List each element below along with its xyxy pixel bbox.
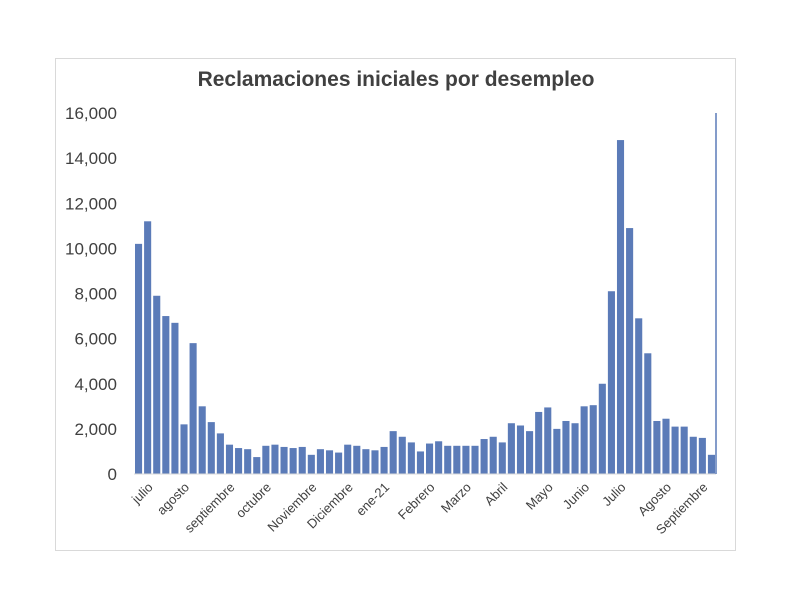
x-tick-label: Junio	[560, 480, 593, 513]
bar	[153, 295, 161, 474]
bar	[144, 221, 152, 474]
bar	[598, 383, 606, 474]
bar	[235, 448, 243, 474]
y-tick-label: 14,000	[65, 149, 117, 168]
bar	[198, 406, 206, 474]
bar	[216, 433, 224, 474]
bar	[462, 445, 470, 474]
bar	[516, 425, 525, 474]
y-tick-label: 0	[108, 465, 117, 484]
x-tick-label: Febrero	[395, 480, 438, 523]
bar	[289, 448, 297, 474]
bar	[271, 444, 279, 474]
bar	[353, 445, 361, 474]
chart-title: Reclamaciones iniciales por desempleo	[197, 68, 595, 91]
bar	[171, 322, 179, 474]
bar	[471, 445, 479, 474]
bar	[426, 443, 434, 474]
bar	[526, 431, 534, 474]
bar	[225, 444, 234, 474]
bar	[398, 436, 406, 474]
bar	[189, 343, 197, 474]
x-tick-label: ene-21	[353, 480, 392, 519]
bar	[253, 457, 261, 474]
bar	[680, 426, 688, 474]
bar	[307, 454, 315, 474]
bar	[371, 450, 379, 474]
bar	[407, 442, 415, 474]
bar	[544, 407, 552, 474]
x-tick-label: agosto	[154, 480, 192, 518]
bar	[589, 405, 597, 474]
x-tick-label: Julio	[599, 480, 629, 510]
bar	[635, 318, 643, 474]
y-tick-label: 4,000	[74, 375, 117, 394]
x-tick-label: julio	[128, 480, 156, 508]
bar	[571, 423, 579, 474]
bar	[280, 446, 288, 474]
y-tick-label: 6,000	[74, 330, 117, 349]
y-tick-label: 16,000	[65, 104, 117, 123]
bar	[626, 228, 634, 474]
bar	[607, 291, 615, 474]
bar	[262, 445, 270, 474]
bar	[380, 446, 388, 474]
x-axis-ticks: julioagostoseptiembreoctubreNoviembreDic…	[128, 479, 710, 537]
y-axis-ticks: 0 2,000 4,000 6,000 8,000 10,000 12,000 14,000 1…	[65, 104, 117, 484]
bar	[435, 441, 443, 474]
bar	[562, 420, 570, 474]
bar	[689, 436, 697, 474]
bar	[244, 449, 252, 474]
bar	[616, 140, 625, 474]
bar	[344, 444, 352, 474]
bar	[416, 451, 424, 474]
bar	[507, 423, 515, 474]
bar	[180, 424, 188, 474]
bar	[698, 437, 706, 474]
bar	[207, 422, 215, 474]
x-tick-label: Abril	[481, 479, 510, 508]
bar	[325, 450, 334, 474]
bar	[489, 436, 497, 474]
bar	[644, 353, 652, 474]
bar	[298, 446, 306, 474]
bar	[135, 243, 143, 474]
bar	[453, 445, 461, 474]
x-tick-label: octubre	[233, 480, 274, 521]
bar	[671, 426, 679, 474]
bar	[480, 439, 488, 474]
bar	[535, 411, 543, 474]
bar	[580, 406, 588, 474]
bar	[662, 418, 670, 474]
bar-series	[135, 140, 715, 475]
y-tick-label: 8,000	[74, 285, 117, 304]
bar	[362, 449, 370, 474]
bar	[389, 431, 397, 474]
x-tick-label: Mayo	[523, 480, 556, 513]
bar	[498, 442, 506, 474]
bar	[553, 428, 561, 475]
bar	[707, 454, 715, 474]
bar	[162, 316, 170, 474]
y-tick-label: 2,000	[74, 420, 117, 439]
bar	[444, 445, 452, 474]
bar	[335, 452, 343, 474]
bar	[653, 420, 661, 474]
x-tick-label: Marzo	[438, 480, 474, 516]
y-tick-label: 10,000	[65, 239, 117, 258]
y-tick-label: 12,000	[65, 194, 117, 213]
bar	[316, 449, 324, 474]
